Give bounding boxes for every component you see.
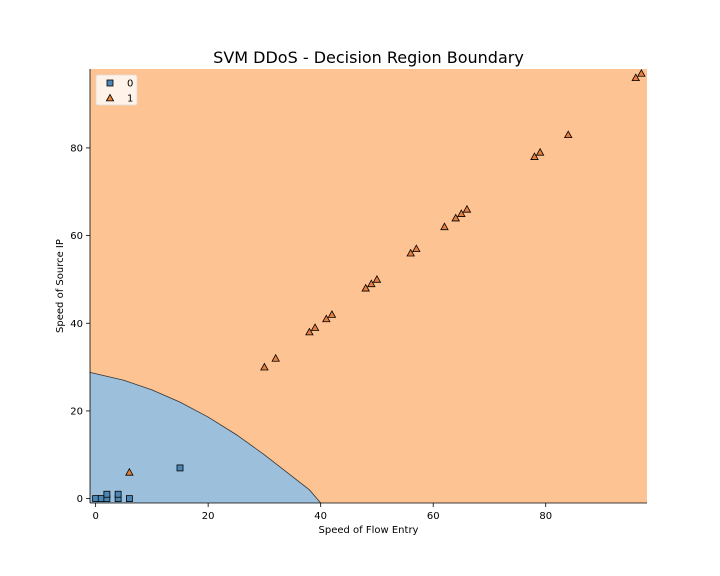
legend-box <box>95 74 138 106</box>
legend-marker-class-1 <box>105 93 115 102</box>
y-tick-label: 80 <box>70 143 83 154</box>
data-point-class-1 <box>271 353 280 362</box>
data-point-class-1 <box>457 209 466 217</box>
data-point-class-1 <box>412 244 421 253</box>
decision-region-class-0 <box>90 372 321 503</box>
data-point-class-1 <box>310 323 320 331</box>
legend-label-class-1: 1 <box>127 94 133 105</box>
data-point-class-0 <box>176 464 184 472</box>
data-point-class-1 <box>361 283 370 292</box>
data-point-class-1 <box>563 130 573 139</box>
data-point-class-1 <box>451 213 460 222</box>
plot-area <box>89 68 647 504</box>
y-tick-label: 60 <box>70 231 83 242</box>
axes: 0 20 40 60 80 0 20 40 60 80 <box>70 69 647 522</box>
y-tick-label: 40 <box>70 319 83 330</box>
data-point-class-1 <box>440 222 449 231</box>
y-tick-label: 20 <box>70 406 83 417</box>
x-tick-label: 20 <box>202 511 215 522</box>
data-point-class-0 <box>114 490 122 498</box>
data-point-class-0 <box>103 490 111 498</box>
y-tick-label: 0 <box>77 494 83 505</box>
data-point-class-1 <box>406 248 415 257</box>
chart-title: SVM DDoS - Decision Region Boundary <box>213 48 524 67</box>
legend-marker-class-0 <box>106 79 114 87</box>
data-point-class-1 <box>372 275 382 283</box>
data-point-class-1 <box>125 467 134 476</box>
data-point-class-1 <box>322 314 331 323</box>
legend-label-class-0: 0 <box>127 79 133 90</box>
data-point-class-1 <box>260 362 269 371</box>
series-class-0 <box>92 464 184 503</box>
data-point-class-1 <box>367 279 376 288</box>
data-point-class-1 <box>327 310 337 318</box>
decision-boundary-line <box>89 371 321 504</box>
data-points <box>92 68 646 503</box>
y-axis-label: Speed of Source IP <box>55 239 66 333</box>
data-point-class-1 <box>462 204 472 213</box>
data-point-class-1 <box>637 68 646 77</box>
x-axis-label: Speed of Flow Entry <box>319 525 419 536</box>
legend: 01 <box>95 74 138 106</box>
x-tick-label: 0 <box>92 511 98 522</box>
data-point-class-1 <box>535 147 545 156</box>
data-point-class-0 <box>97 495 105 503</box>
x-tick-label: 60 <box>427 511 440 522</box>
data-point-class-1 <box>631 73 641 82</box>
data-point-class-0 <box>92 495 100 503</box>
x-tick-label: 40 <box>314 511 327 522</box>
x-tick-label: 80 <box>539 511 552 522</box>
data-point-class-0 <box>125 495 133 503</box>
series-class-1 <box>125 68 646 476</box>
data-point-class-1 <box>530 152 539 160</box>
data-point-class-1 <box>305 327 314 336</box>
